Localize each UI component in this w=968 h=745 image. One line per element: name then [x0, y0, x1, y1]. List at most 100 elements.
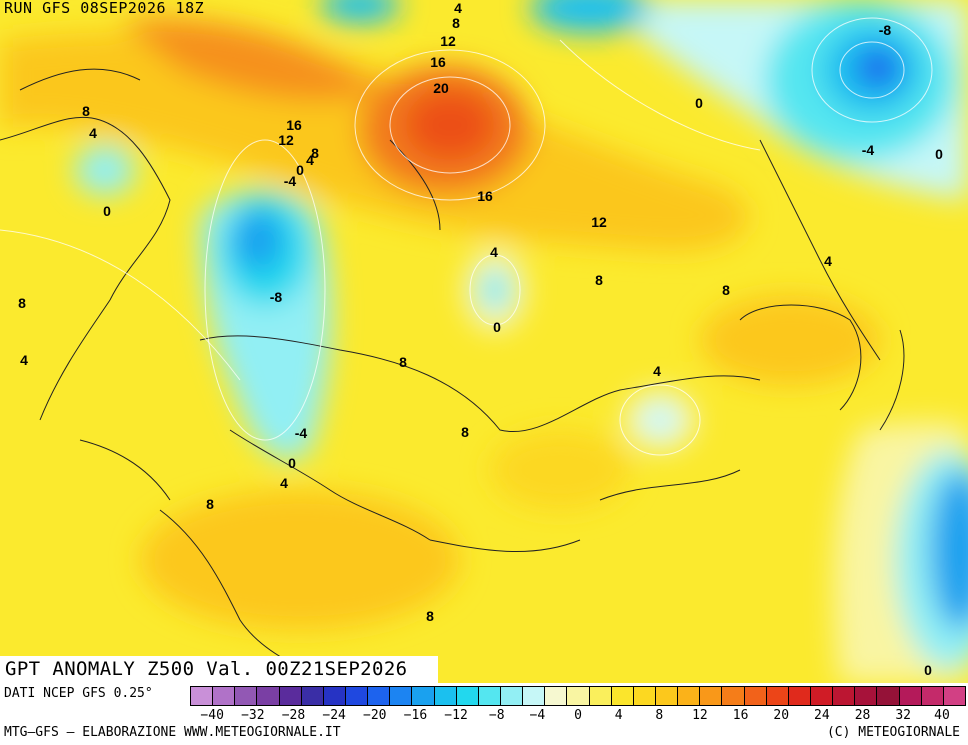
color-swatch: [523, 687, 546, 705]
scale-tick-label: 20: [773, 708, 790, 723]
scale-tick-label: −8: [488, 708, 505, 723]
scale-tick-label: −20: [363, 708, 387, 723]
scale-tick-label: 0: [574, 708, 582, 723]
color-swatch: [633, 687, 656, 705]
color-scale-bar: [190, 686, 966, 706]
run-title: RUN GFS 08SEP2026 18Z: [4, 0, 205, 17]
contour-label: 4: [280, 475, 288, 491]
contour-label: 8: [82, 103, 90, 119]
scale-tick-label: 8: [655, 708, 664, 723]
color-swatch: [722, 687, 745, 705]
color-swatch: [589, 687, 612, 705]
color-swatch: [478, 687, 501, 705]
scale-tick-label: 16: [732, 708, 749, 723]
scale-tick-label: −40: [200, 708, 224, 723]
color-swatch: [611, 687, 634, 705]
contour-label: -4: [284, 173, 297, 189]
contour-label: 0: [103, 203, 111, 219]
contour-label: 4: [89, 125, 97, 141]
color-swatch: [191, 687, 214, 705]
scale-tick-label: −16: [403, 708, 428, 723]
contour-label: -4: [295, 425, 308, 441]
color-swatch: [345, 687, 369, 705]
contour-label: 4: [653, 363, 661, 379]
color-swatch: [921, 687, 944, 705]
scale-tick-label: −12: [444, 708, 468, 723]
color-swatch: [545, 687, 568, 705]
color-swatch: [943, 687, 965, 705]
color-swatch: [368, 687, 391, 705]
color-swatch: [700, 687, 723, 705]
contour-label: 8: [452, 15, 460, 31]
color-swatch: [213, 687, 236, 705]
contour-lines: [0, 17, 933, 456]
color-swatch: [390, 687, 413, 705]
contour-label: 8: [399, 354, 407, 370]
color-swatch: [766, 687, 789, 705]
color-swatch: [567, 687, 590, 705]
contour-label: 4: [20, 352, 28, 368]
contour-label: 0: [296, 162, 304, 178]
color-swatch: [434, 687, 457, 705]
anomaly-field: [0, 0, 968, 683]
color-swatch: [655, 687, 679, 705]
contour-label: 16: [430, 54, 446, 70]
scale-tick-label: −32: [241, 708, 265, 723]
contour-label: 4: [490, 244, 498, 260]
scale-tick-label: 24: [814, 708, 830, 723]
color-swatch: [899, 687, 922, 705]
contour-label: -8: [879, 22, 892, 38]
scale-tick-label: 28: [854, 708, 871, 723]
scale-tick-label: −24: [322, 708, 346, 723]
contour-label: 12: [440, 33, 456, 49]
contour-label: 8: [426, 608, 434, 624]
contour-label: 8: [18, 295, 26, 311]
contour-label: 20: [433, 80, 449, 96]
color-swatch: [855, 687, 878, 705]
scale-tick-label: 12: [692, 708, 708, 723]
color-swatch: [788, 687, 811, 705]
color-swatch: [810, 687, 834, 705]
anomaly-map: 4 8 12 16 20 -8 0 8 4 16 12 8 4 0 -4 -4 0 16 0 12 4 4 8 8 -8 8 0 4 8…: [0, 0, 968, 683]
contour-label: 4: [306, 152, 314, 168]
contour-label: 8: [722, 282, 730, 298]
contour-label: 4: [454, 0, 462, 16]
scale-tick-label: 40: [934, 708, 950, 723]
color-swatch: [235, 687, 258, 705]
contour-label: 8: [311, 145, 319, 161]
footer-copyright: (C) METEOGIORNALE: [826, 725, 960, 740]
contour-label: 0: [924, 662, 932, 678]
footer-credit: MTG–GFS – ELABORAZIONE WWW.METEOGIORNALE…: [4, 725, 341, 740]
scale-tick-label: −4: [529, 708, 546, 723]
contour-label: 16: [477, 188, 493, 204]
color-swatch: [257, 687, 280, 705]
contour-label: 0: [493, 319, 501, 335]
contour-label: 12: [278, 132, 294, 148]
contour-label: -4: [862, 142, 875, 158]
color-swatch: [412, 687, 435, 705]
data-source-label: DATI NCEP GFS 0.25°: [4, 686, 153, 701]
color-swatch: [500, 687, 524, 705]
contour-label: 8: [595, 272, 603, 288]
contour-label: 16: [286, 117, 302, 133]
anomaly-title: GPT ANOMALY Z500 Val. 00Z21SEP2026: [0, 656, 438, 683]
contour-label: 12: [591, 214, 607, 230]
color-swatch: [877, 687, 900, 705]
color-swatch: [678, 687, 701, 705]
color-swatch: [323, 687, 346, 705]
contour-label: 0: [695, 95, 703, 111]
color-swatch: [279, 687, 302, 705]
contour-label: 8: [461, 424, 469, 440]
contour-label: 8: [206, 496, 214, 512]
contour-label: 0: [935, 146, 943, 162]
scale-tick-label: −28: [281, 708, 306, 723]
contour-label: 4: [824, 253, 832, 269]
scale-tick-label: 4: [614, 708, 623, 723]
color-swatch: [744, 687, 767, 705]
contour-label: 0: [288, 455, 296, 471]
color-swatch: [456, 687, 479, 705]
color-swatch: [301, 687, 324, 705]
color-swatch: [833, 687, 856, 705]
